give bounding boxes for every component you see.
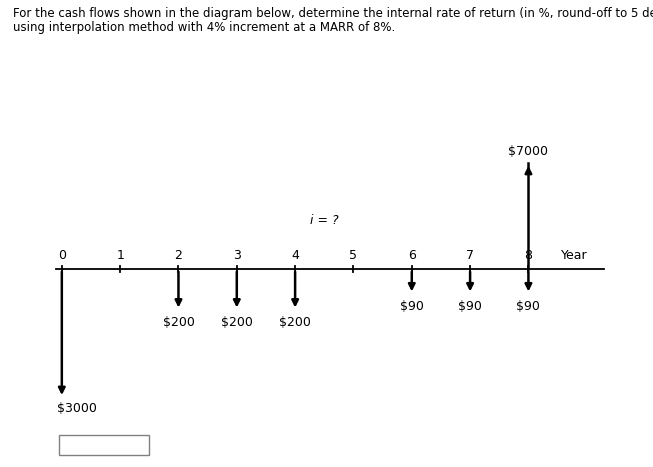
Text: $200: $200 [279,316,311,329]
Text: 4: 4 [291,249,299,262]
Text: Year: Year [560,249,587,262]
Text: $90: $90 [517,300,541,313]
Text: 3: 3 [233,249,241,262]
Text: using interpolation method with 4% increment at a MARR of 8%.: using interpolation method with 4% incre… [13,21,395,34]
Text: $90: $90 [400,300,424,313]
Text: $3000: $3000 [57,402,97,415]
Text: 6: 6 [408,249,416,262]
Text: 7: 7 [466,249,474,262]
Text: 1: 1 [116,249,124,262]
Text: 2: 2 [174,249,182,262]
Text: $90: $90 [458,300,482,313]
Text: $200: $200 [163,316,195,329]
Text: 0: 0 [58,249,66,262]
Text: $200: $200 [221,316,253,329]
Text: $7000: $7000 [509,145,549,158]
Text: 8: 8 [524,249,532,262]
Text: 5: 5 [349,249,357,262]
Text: For the cash flows shown in the diagram below, determine the internal rate of re: For the cash flows shown in the diagram … [13,7,653,20]
Text: i = ?: i = ? [310,214,339,227]
Bar [59,435,150,455]
